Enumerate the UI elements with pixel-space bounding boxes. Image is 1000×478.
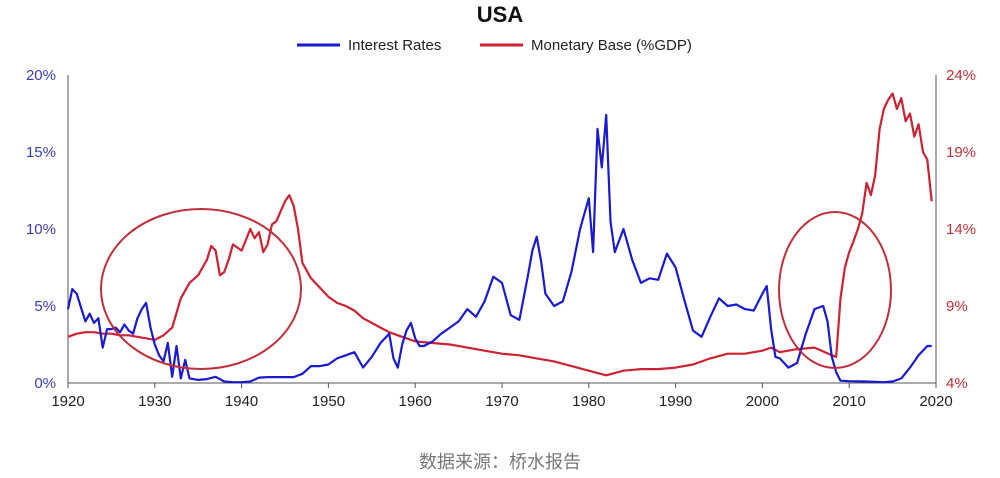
right-tick-label: 14%: [946, 221, 976, 238]
chart-title: USA: [477, 2, 524, 27]
annotation-circle-2008: [778, 211, 892, 369]
left-axis-ticks: 0% 5% 10% 15% 20%: [26, 67, 56, 392]
x-tick-label: 1930: [138, 393, 171, 410]
legend-label-monetary-base: Monetary Base (%GDP): [531, 37, 692, 54]
x-tick-label: 1980: [572, 393, 605, 410]
right-tick-label: 24%: [946, 67, 976, 84]
legend: Interest Rates Monetary Base (%GDP): [297, 37, 692, 54]
x-tick-label: 1920: [51, 393, 84, 410]
left-tick-label: 0%: [34, 375, 56, 392]
left-tick-label: 5%: [34, 298, 56, 315]
annotations: [100, 208, 892, 370]
left-tick-label: 10%: [26, 221, 56, 238]
x-axis-ticks: 1920 1930 1940 1950 1960 1970 1980 1990 2000 2010…: [51, 383, 953, 410]
right-tick-label: 4%: [946, 375, 968, 392]
x-tick-label: 2020: [919, 393, 952, 410]
right-tick-label: 19%: [946, 144, 976, 161]
left-tick-label: 15%: [26, 144, 56, 161]
series-line-monetary-base-gdp: [67, 92, 933, 377]
series-lines: [66, 92, 933, 384]
right-tick-label: 9%: [946, 298, 968, 315]
left-tick-label: 20%: [26, 67, 56, 84]
annotation-circle-1930s: [100, 208, 302, 370]
right-axis-ticks: 4% 9% 14% 19% 24%: [946, 67, 976, 392]
legend-label-interest-rates: Interest Rates: [348, 37, 441, 54]
x-tick-label: 1960: [399, 393, 432, 410]
series-line-interest-rates: [66, 113, 932, 384]
x-tick-label: 2000: [746, 393, 779, 410]
x-tick-label: 2010: [833, 393, 866, 410]
x-tick-label: 1990: [659, 393, 692, 410]
source-note: 数据来源：桥水报告: [419, 452, 581, 473]
x-tick-label: 1940: [225, 393, 258, 410]
x-tick-label: 1950: [312, 393, 345, 410]
x-tick-label: 1970: [485, 393, 518, 410]
